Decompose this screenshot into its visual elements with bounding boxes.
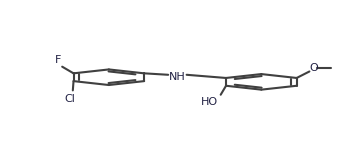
Text: HO: HO [200, 97, 218, 107]
Text: NH: NH [169, 72, 186, 82]
Text: F: F [55, 55, 61, 65]
Text: Cl: Cl [64, 94, 75, 104]
Text: O: O [310, 63, 318, 73]
